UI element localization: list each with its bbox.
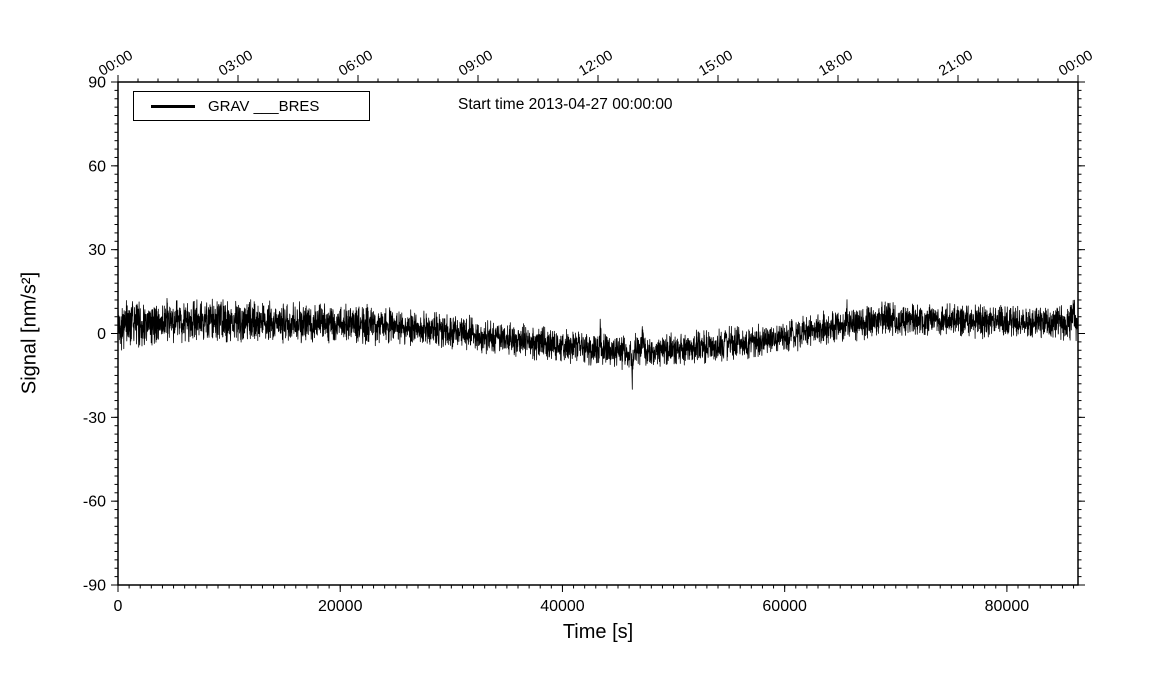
x-tick-label: 20000 — [318, 598, 363, 615]
top-time-tick-label: 15:00 — [696, 48, 735, 80]
legend-line-sample — [151, 104, 195, 108]
chart-title: Start time 2013-04-27 00:00:00 — [458, 96, 673, 113]
y-tick-label: -60 — [83, 494, 106, 511]
x-tick-label: 40000 — [540, 598, 585, 615]
signal-trace — [117, 297, 1079, 390]
y-tick-label: 90 — [88, 75, 106, 92]
top-time-tick-label: 06:00 — [336, 48, 375, 80]
x-tick-label: 80000 — [985, 598, 1030, 615]
top-time-tick-label: 00:00 — [1056, 48, 1095, 80]
top-time-tick-label: 09:00 — [456, 48, 495, 80]
x-tick-label: 0 — [114, 598, 123, 615]
top-time-tick-label: 03:00 — [216, 48, 255, 80]
plot-frame — [117, 81, 1079, 586]
x-axis-label: Time [s] — [562, 621, 634, 643]
top-time-tick-label: 12:00 — [576, 48, 615, 80]
y-tick-label: -30 — [83, 410, 106, 427]
axis-ticks — [111, 75, 1085, 592]
y-axis-label: Signal [nm/s²] — [18, 271, 41, 395]
y-tick-label: 0 — [97, 326, 106, 343]
legend: GRAV ___BRES — [133, 91, 370, 121]
top-time-tick-label: 21:00 — [936, 48, 975, 80]
y-tick-label: 30 — [88, 242, 106, 259]
x-tick-label: 60000 — [762, 598, 807, 615]
y-tick-label: 60 — [88, 158, 106, 175]
top-time-tick-label: 18:00 — [816, 48, 855, 80]
y-tick-label: -90 — [83, 578, 106, 595]
legend-label: GRAV ___BRES — [208, 97, 320, 115]
top-time-tick-label: 00:00 — [96, 48, 135, 80]
